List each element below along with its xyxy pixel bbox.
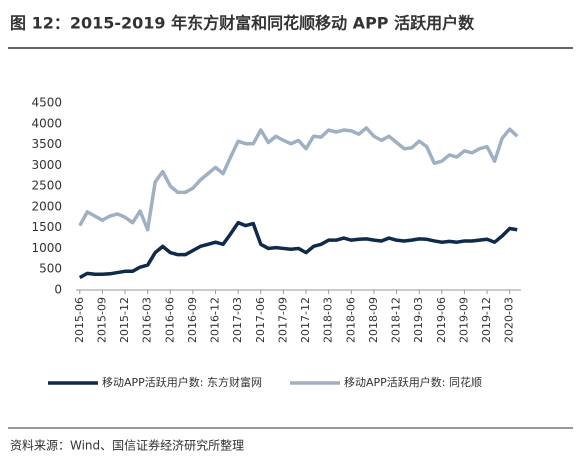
x-tick-label: 2017-06 [254,297,267,343]
y-tick-label: 1000 [31,241,62,255]
series-line [78,126,519,232]
y-tick-label: 0 [54,283,62,297]
x-tick-label: 2018-09 [367,297,380,343]
legend-label: 移动APP活跃用户数: 同花顺 [344,375,482,389]
y-tick-label: 4500 [31,96,62,110]
x-tick-label: 2015-12 [118,297,131,343]
x-tick-label: 2016-06 [163,297,176,343]
x-tick-label: 2019-09 [457,297,470,343]
series-line [78,220,518,280]
y-tick-label: 2000 [31,199,62,213]
x-tick-label: 2018-12 [390,297,403,343]
source: 资料来源：Wind、国信证券经济研究所整理 [10,438,244,453]
chart-title: 图 12：2015-2019 年东方财富和同花顺移动 APP 活跃用户数 [10,14,475,33]
y-tick-label: 4000 [31,116,62,130]
x-tick-label: 2019-03 [412,297,425,343]
x-tick-label: 2016-12 [209,297,222,343]
x-tick-label: 2016-03 [141,297,154,343]
x-tick-label: 2015-09 [95,297,108,343]
x-tick-label: 2018-03 [322,297,335,343]
x-tick-label: 2016-09 [186,297,199,343]
y-tick-label: 500 [39,262,62,276]
y-tick-label: 1500 [31,220,62,234]
x-tick-label: 2017-03 [231,297,244,343]
x-tick-label: 2017-09 [276,297,289,343]
x-tick-label: 2019-12 [480,297,493,343]
x-tick-label: 2020-03 [503,297,516,343]
legend-label: 移动APP活跃用户数: 东方财富网 [102,375,262,389]
y-tick-label: 2500 [31,179,62,193]
x-tick-label: 2015-06 [73,297,86,343]
y-tick-label: 3000 [31,158,62,172]
x-tick-label: 2018-06 [344,297,357,343]
x-tick-label: 2019-06 [435,297,448,343]
x-tick-label: 2017-12 [299,297,312,343]
y-tick-label: 3500 [31,137,62,151]
